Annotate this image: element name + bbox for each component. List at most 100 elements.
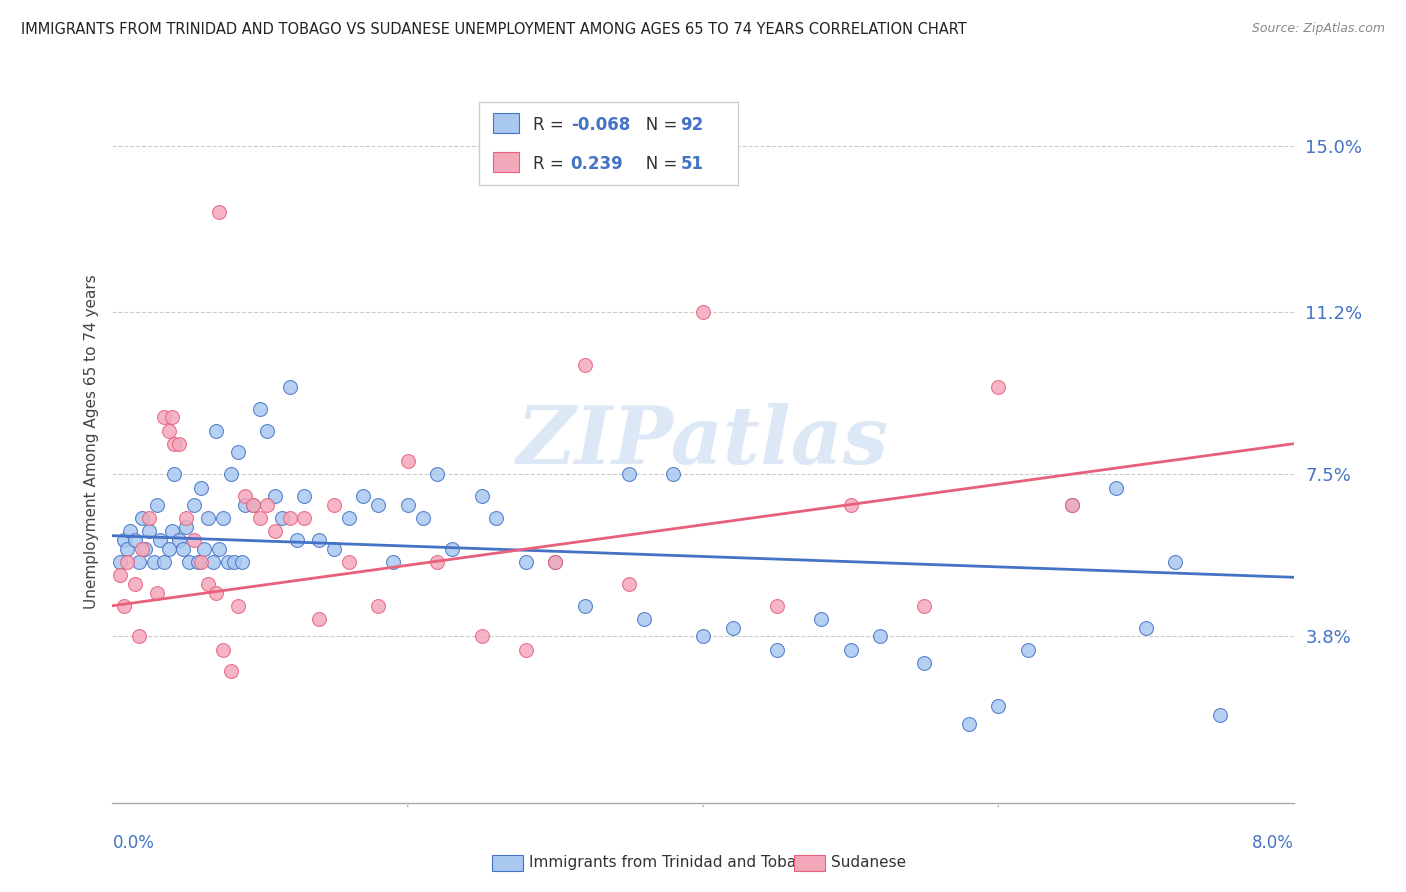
Point xyxy=(264,524,287,539)
Point xyxy=(1062,498,1084,512)
Point xyxy=(470,629,494,643)
Point xyxy=(226,599,249,613)
Point xyxy=(249,401,271,416)
Point xyxy=(292,489,315,503)
Text: 92: 92 xyxy=(681,116,704,134)
Point xyxy=(323,498,346,512)
Point xyxy=(231,555,253,569)
Point xyxy=(212,511,235,525)
Point xyxy=(201,555,224,569)
Point xyxy=(292,511,315,525)
Point xyxy=(187,555,209,569)
Point xyxy=(163,436,186,450)
Point xyxy=(197,577,219,591)
Point xyxy=(138,524,160,539)
Point xyxy=(222,555,245,569)
Point xyxy=(957,717,980,731)
Point xyxy=(619,577,641,591)
Text: ZIPatlas: ZIPatlas xyxy=(517,403,889,480)
Point xyxy=(226,445,249,459)
Point xyxy=(367,599,389,613)
Text: -0.068: -0.068 xyxy=(571,116,630,134)
Point xyxy=(124,533,146,547)
Point xyxy=(914,599,936,613)
Point xyxy=(633,612,655,626)
Point xyxy=(160,524,183,539)
Point xyxy=(124,577,146,591)
Point xyxy=(264,489,287,503)
Point xyxy=(323,541,346,556)
Point xyxy=(396,498,419,512)
Point xyxy=(766,642,789,657)
Point xyxy=(574,599,596,613)
Point xyxy=(128,629,150,643)
Point xyxy=(146,498,169,512)
Point xyxy=(352,489,374,503)
Point xyxy=(515,642,537,657)
Point xyxy=(167,533,190,547)
Point xyxy=(256,424,278,438)
Point xyxy=(153,555,176,569)
Point xyxy=(242,498,264,512)
Point xyxy=(128,555,150,569)
Point xyxy=(174,520,197,534)
Point xyxy=(219,665,242,679)
Point xyxy=(108,568,131,582)
Point xyxy=(172,541,194,556)
Point xyxy=(839,498,862,512)
Point xyxy=(131,541,153,556)
Point xyxy=(308,533,330,547)
Point xyxy=(179,555,201,569)
Point xyxy=(619,467,641,482)
Point xyxy=(142,555,165,569)
Point xyxy=(208,541,231,556)
Text: 51: 51 xyxy=(681,155,703,173)
Point xyxy=(381,555,405,569)
Y-axis label: Unemployment Among Ages 65 to 74 years: Unemployment Among Ages 65 to 74 years xyxy=(83,274,98,609)
Text: 0.239: 0.239 xyxy=(571,155,623,173)
Point xyxy=(157,424,180,438)
Point xyxy=(544,555,567,569)
Point xyxy=(1135,621,1157,635)
Point xyxy=(1105,481,1128,495)
Point xyxy=(426,555,449,569)
Text: Source: ZipAtlas.com: Source: ZipAtlas.com xyxy=(1251,22,1385,36)
Point xyxy=(205,424,228,438)
Point xyxy=(134,541,156,556)
Point xyxy=(190,481,212,495)
Point xyxy=(256,498,278,512)
Point xyxy=(285,533,308,547)
Point xyxy=(839,642,862,657)
Point xyxy=(249,511,271,525)
Point xyxy=(1164,555,1187,569)
Point xyxy=(112,599,135,613)
Point xyxy=(515,555,537,569)
Point xyxy=(485,511,508,525)
Point xyxy=(1017,642,1039,657)
Point xyxy=(205,585,228,599)
Point xyxy=(157,541,180,556)
Text: R =: R = xyxy=(533,116,569,134)
Point xyxy=(197,511,219,525)
Point xyxy=(367,498,389,512)
Point xyxy=(167,436,190,450)
Point xyxy=(396,454,419,468)
Point xyxy=(1208,708,1232,723)
Text: IMMIGRANTS FROM TRINIDAD AND TOBAGO VS SUDANESE UNEMPLOYMENT AMONG AGES 65 TO 74: IMMIGRANTS FROM TRINIDAD AND TOBAGO VS S… xyxy=(21,22,967,37)
Point xyxy=(810,612,832,626)
Bar xyxy=(492,152,519,172)
Point xyxy=(160,410,183,425)
Point xyxy=(987,699,1010,714)
Text: Immigrants from Trinidad and Tobago: Immigrants from Trinidad and Tobago xyxy=(529,855,815,870)
Point xyxy=(233,498,256,512)
Point xyxy=(120,524,142,539)
Point xyxy=(146,585,169,599)
Point xyxy=(337,511,360,525)
Point xyxy=(337,555,360,569)
Point xyxy=(212,642,235,657)
Point xyxy=(219,467,242,482)
Point xyxy=(163,467,186,482)
Point xyxy=(183,498,205,512)
Point xyxy=(470,489,494,503)
Point xyxy=(242,498,264,512)
